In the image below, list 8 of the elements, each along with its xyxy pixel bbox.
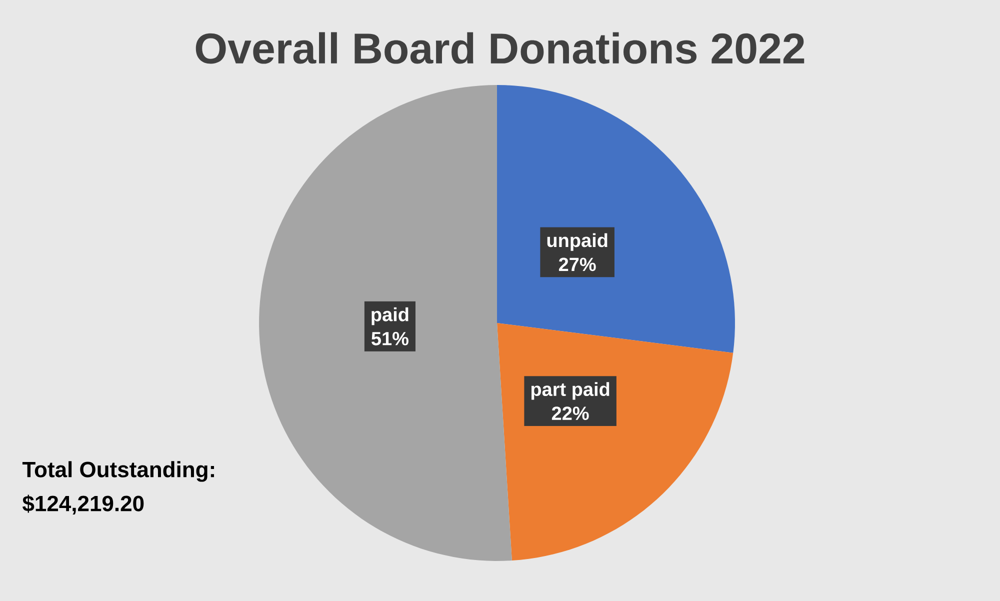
text: Total Outstanding: $124,219.20: [22, 461, 214, 515]
data-label: 27%: [558, 258, 596, 272]
data-label: 51%: [372, 332, 408, 346]
slice-label: unpaid: [547, 233, 608, 251]
slice-label: paid: [372, 307, 408, 326]
slice-label: part paid: [531, 382, 610, 400]
chart-title: Overall Board Donations 2022: [196, 32, 804, 64]
data-label: 22%: [552, 406, 589, 420]
